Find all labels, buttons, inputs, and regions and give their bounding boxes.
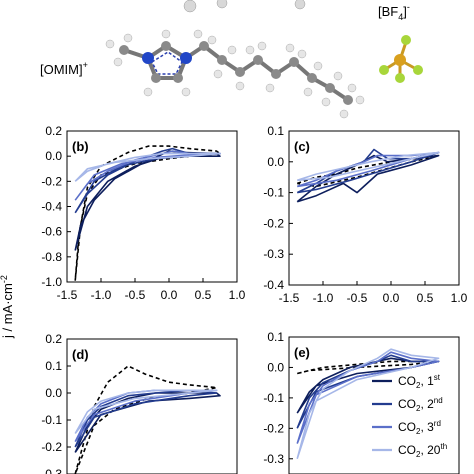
legend-item: CO2, 2nd xyxy=(372,396,443,413)
series-group xyxy=(74,365,221,474)
legend-item: CO2, 20th xyxy=(372,442,447,459)
y-tick-label: -0.1 xyxy=(41,413,62,427)
legend-label: CO2, 2nd xyxy=(398,396,443,413)
y-tick-label: 0.2 xyxy=(45,124,62,138)
y-tick-label: 0.1 xyxy=(267,330,284,344)
y-tick-label: -0.3 xyxy=(263,247,284,261)
series-line-4 xyxy=(74,152,221,182)
y-tick-label: -0.1 xyxy=(263,391,284,405)
y-tick-label: 0.0 xyxy=(45,149,62,163)
y-tick-label: -0.2 xyxy=(41,440,62,454)
y-tick-label: 0.1 xyxy=(45,359,62,373)
y-tick-label: -1.0 xyxy=(41,275,62,289)
series-line-0 xyxy=(74,145,221,281)
series-line-0 xyxy=(297,360,440,375)
legend-item: CO2, 3rd xyxy=(372,419,441,436)
x-tick-label: -1.0 xyxy=(91,288,112,302)
series-line-4 xyxy=(296,151,440,182)
series-line-4 xyxy=(74,389,218,434)
y-tick-label: 0.2 xyxy=(45,332,62,346)
y-tick-label: -0.4 xyxy=(263,278,284,292)
series-line-1 xyxy=(296,357,440,414)
x-tick-label: -0.5 xyxy=(347,291,368,305)
x-tick-label: -1.5 xyxy=(57,288,78,302)
cation-label: [OMIM]+ xyxy=(40,60,88,77)
y-tick-label: -0.2 xyxy=(263,421,284,435)
y-tick-label: -0.6 xyxy=(41,225,62,239)
series-group xyxy=(74,145,221,281)
legend-label: CO2, 20th xyxy=(398,442,447,459)
legend-label: CO2, 3rd xyxy=(398,419,441,436)
y-tick-label: -0.3 xyxy=(41,467,62,474)
series-line-3 xyxy=(296,351,440,444)
panel-2: 0.1 0.0 -0.1 -0.2 -0.3 -0.4-1.5 -1.0 -0.5 0.0 0.5… xyxy=(263,124,467,305)
panel-1: 0.20.0-0.2-0.4-0.6-0.8-1.0-1.5 -1.0 -0.5 0.… xyxy=(41,124,245,302)
y-tick-label: -0.3 xyxy=(263,452,284,466)
panel-label: (c) xyxy=(294,139,310,154)
x-tick-label: -1.0 xyxy=(313,291,334,305)
panel-3: 0.2 0.1 0.0 -0.1 -0.2 -0.3 (d) xyxy=(41,332,238,474)
y-tick-label: -0.4 xyxy=(41,200,62,214)
y-tick-label: -0.1 xyxy=(263,186,284,200)
panel-label: (e) xyxy=(294,345,310,360)
legend-item: CO2, 1st xyxy=(372,373,441,390)
y-tick-label: 0.1 xyxy=(267,124,284,138)
y-tick-label: 0.0 xyxy=(267,360,284,374)
x-tick-label: 0.0 xyxy=(161,288,178,302)
panels: 0.20.0-0.2-0.4-0.6-0.8-1.0-1.5 -1.0 -0.5 0.… xyxy=(41,124,468,474)
molecule-illustration xyxy=(105,0,423,119)
plot-frame xyxy=(66,338,238,474)
y-tick-label: -0.2 xyxy=(263,216,284,230)
anion-label: [BF4]- xyxy=(378,2,410,22)
legend: CO2, 1st CO2, 2nd CO2, 3rd CO2, 20th xyxy=(372,373,447,459)
x-tick-label: -0.5 xyxy=(125,288,146,302)
x-tick-label: 1.0 xyxy=(451,291,468,305)
panel-label: (d) xyxy=(72,347,89,362)
y-tick-label: -0.2 xyxy=(41,174,62,188)
series-line-4 xyxy=(296,348,440,460)
plot-frame xyxy=(288,130,460,286)
x-tick-label: 1.0 xyxy=(229,288,246,302)
series-line-0 xyxy=(74,365,218,474)
series-group xyxy=(296,348,440,460)
panel-4: 0.1 0.0 -0.1 -0.2 -0.3 (e) xyxy=(263,330,460,474)
x-tick-label: 0.0 xyxy=(383,291,400,305)
y-axis-label: j / mA·cm-2 xyxy=(0,275,15,339)
y-tick-label: -0.8 xyxy=(41,250,62,264)
x-tick-label: 0.5 xyxy=(417,291,434,305)
series-group xyxy=(296,148,440,203)
panel-label: (b) xyxy=(72,139,89,154)
x-tick-label: 0.5 xyxy=(195,288,212,302)
x-tick-label: -1.5 xyxy=(279,291,300,305)
legend-label: CO2, 1st xyxy=(398,373,441,390)
y-tick-label: 0.0 xyxy=(267,155,284,169)
plot-frame xyxy=(288,336,460,474)
y-tick-label: 0.0 xyxy=(45,386,62,400)
